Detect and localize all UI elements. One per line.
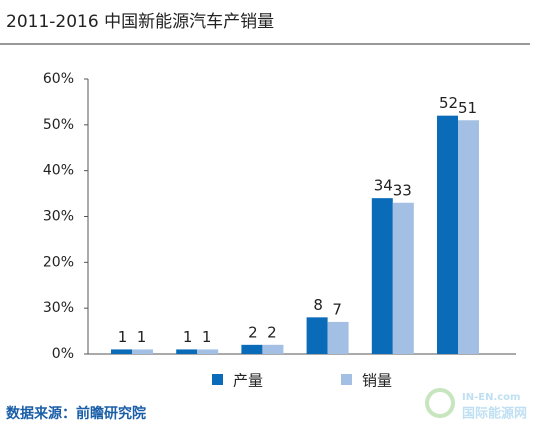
bar xyxy=(197,349,219,354)
legend-swatch xyxy=(341,374,352,385)
data-label: 1 xyxy=(202,328,212,346)
bar xyxy=(306,317,328,354)
watermark-logo xyxy=(425,388,455,418)
bar xyxy=(241,344,263,354)
data-label: 51 xyxy=(458,99,477,117)
data-label: 52 xyxy=(439,94,458,112)
y-tick-label: 50% xyxy=(43,117,74,133)
y-tick-label: 20% xyxy=(43,254,74,270)
bar xyxy=(132,349,153,354)
bar xyxy=(111,349,132,354)
bar xyxy=(176,349,198,354)
watermark-text: IN-EN.com xyxy=(462,392,520,403)
legend-swatch xyxy=(212,374,223,385)
data-label: 1 xyxy=(118,328,128,346)
data-label: 34 xyxy=(374,177,393,195)
data-label: 2 xyxy=(248,323,258,341)
bar xyxy=(262,344,284,354)
data-label: 2 xyxy=(267,323,277,341)
y-tick-label: 60% xyxy=(43,71,74,87)
data-label: 33 xyxy=(393,181,412,199)
y-tick-label: 30% xyxy=(43,300,74,316)
data-label: 1 xyxy=(183,328,193,346)
source: 数据来源：前瞻研究院 xyxy=(6,405,146,422)
bar xyxy=(458,120,479,354)
y-tick-label: 40% xyxy=(43,163,74,179)
legend-label: 产量 xyxy=(233,372,263,390)
data-label: 8 xyxy=(313,296,323,314)
watermark-text: 国际能源网 xyxy=(462,406,527,422)
bar xyxy=(371,198,393,354)
data-label: 7 xyxy=(332,300,342,318)
y-tick-label: 30% xyxy=(43,209,74,225)
data-label: 1 xyxy=(137,328,147,346)
bar xyxy=(327,321,349,354)
legend-label: 销量 xyxy=(362,372,392,390)
chart-title: 2011-2016 中国新能源汽车产销量 xyxy=(6,12,274,32)
bar xyxy=(392,202,414,354)
bar xyxy=(437,115,458,355)
watermark: IN-EN.com 国际能源网 xyxy=(425,388,527,422)
y-tick-label: 0% xyxy=(52,346,74,362)
